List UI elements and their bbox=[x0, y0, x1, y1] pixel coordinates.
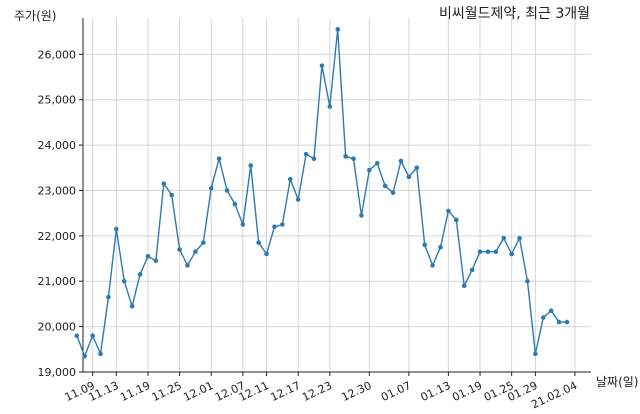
data-point bbox=[248, 163, 254, 168]
data-point bbox=[121, 278, 127, 284]
data-point bbox=[493, 249, 499, 255]
data-point bbox=[208, 185, 214, 191]
data-point bbox=[161, 181, 167, 186]
x-tick-label: 12.17 bbox=[268, 379, 302, 404]
data-point bbox=[540, 315, 546, 320]
x-tick-label: 01.13 bbox=[419, 379, 453, 404]
data-point bbox=[414, 165, 420, 171]
data-point bbox=[311, 156, 317, 161]
data-point bbox=[351, 156, 356, 161]
data-point bbox=[374, 160, 380, 166]
data-point bbox=[90, 333, 95, 338]
data-point bbox=[509, 251, 514, 257]
data-point bbox=[335, 27, 341, 32]
data-point bbox=[556, 319, 562, 325]
data-point bbox=[398, 158, 404, 164]
data-point bbox=[446, 208, 451, 214]
y-tick-label: 20,000 bbox=[38, 321, 77, 334]
x-tick-label: 11.25 bbox=[150, 379, 184, 404]
data-point bbox=[232, 201, 238, 207]
tick-labels: 19,000 20,000 21,000 22,000 23,000 24,000 25,0… bbox=[38, 48, 580, 411]
x-tick-label: 21.02.04 bbox=[529, 379, 579, 411]
data-point bbox=[169, 192, 174, 198]
y-tick-label: 26,000 bbox=[38, 48, 77, 61]
data-point bbox=[129, 303, 135, 309]
data-point bbox=[367, 167, 372, 173]
data-point bbox=[406, 174, 412, 180]
x-axis-label: 날짜(일) bbox=[596, 375, 638, 389]
series-line bbox=[76, 28, 567, 357]
y-axis-label: 주가(원) bbox=[14, 9, 56, 23]
data-point bbox=[359, 213, 364, 218]
data-point bbox=[327, 104, 333, 109]
data-point bbox=[98, 351, 103, 357]
x-tick-label: 12.30 bbox=[340, 379, 374, 404]
data-point bbox=[114, 226, 119, 232]
y-tick-label: 21,000 bbox=[38, 275, 77, 288]
data-point bbox=[185, 263, 190, 268]
data-point bbox=[533, 351, 538, 357]
data-point bbox=[501, 235, 507, 241]
data-point bbox=[82, 353, 88, 359]
data-point bbox=[177, 247, 182, 252]
data-point bbox=[295, 197, 301, 202]
data-point bbox=[193, 249, 198, 255]
series-layer bbox=[74, 27, 570, 359]
data-point bbox=[303, 151, 309, 157]
data-point bbox=[454, 217, 459, 223]
y-tick-label: 24,000 bbox=[38, 139, 77, 152]
data-point bbox=[216, 156, 222, 161]
data-point bbox=[256, 240, 261, 245]
data-point bbox=[422, 242, 427, 248]
data-point bbox=[153, 258, 159, 264]
x-tick-label: 01.19 bbox=[450, 379, 484, 404]
data-point bbox=[264, 251, 269, 257]
y-tick-label: 19,000 bbox=[38, 366, 77, 379]
data-point bbox=[224, 188, 230, 193]
data-point bbox=[74, 333, 80, 338]
y-tick-label: 25,000 bbox=[38, 94, 77, 107]
axes bbox=[79, 18, 591, 376]
data-point bbox=[525, 278, 530, 284]
data-point bbox=[319, 63, 325, 68]
data-point bbox=[201, 240, 206, 245]
data-point bbox=[343, 154, 348, 159]
data-point bbox=[240, 222, 246, 227]
x-tick-label: 12.23 bbox=[300, 379, 334, 404]
data-point bbox=[485, 249, 491, 255]
x-tick-label: 01.07 bbox=[379, 379, 413, 404]
data-point bbox=[461, 283, 467, 289]
data-point bbox=[438, 244, 443, 250]
data-point bbox=[287, 176, 293, 182]
data-point bbox=[145, 253, 151, 259]
data-point bbox=[548, 308, 554, 314]
x-tick-label: 11.19 bbox=[118, 379, 152, 404]
data-point bbox=[477, 249, 483, 255]
data-point bbox=[390, 190, 396, 196]
data-point bbox=[280, 222, 285, 227]
y-tick-label: 23,000 bbox=[38, 184, 77, 197]
data-point bbox=[106, 294, 111, 300]
x-tick-label: 12.01 bbox=[181, 379, 215, 404]
data-point bbox=[272, 224, 277, 230]
grid-lines bbox=[83, 18, 591, 373]
data-point bbox=[137, 272, 143, 277]
data-point bbox=[430, 263, 435, 268]
chart-title: 비씨월드제약, 최근 3개월 bbox=[439, 6, 590, 22]
data-point bbox=[382, 183, 388, 189]
data-point bbox=[469, 267, 475, 273]
data-point bbox=[564, 319, 570, 325]
y-tick-label: 22,000 bbox=[38, 230, 77, 243]
data-point bbox=[517, 235, 522, 241]
